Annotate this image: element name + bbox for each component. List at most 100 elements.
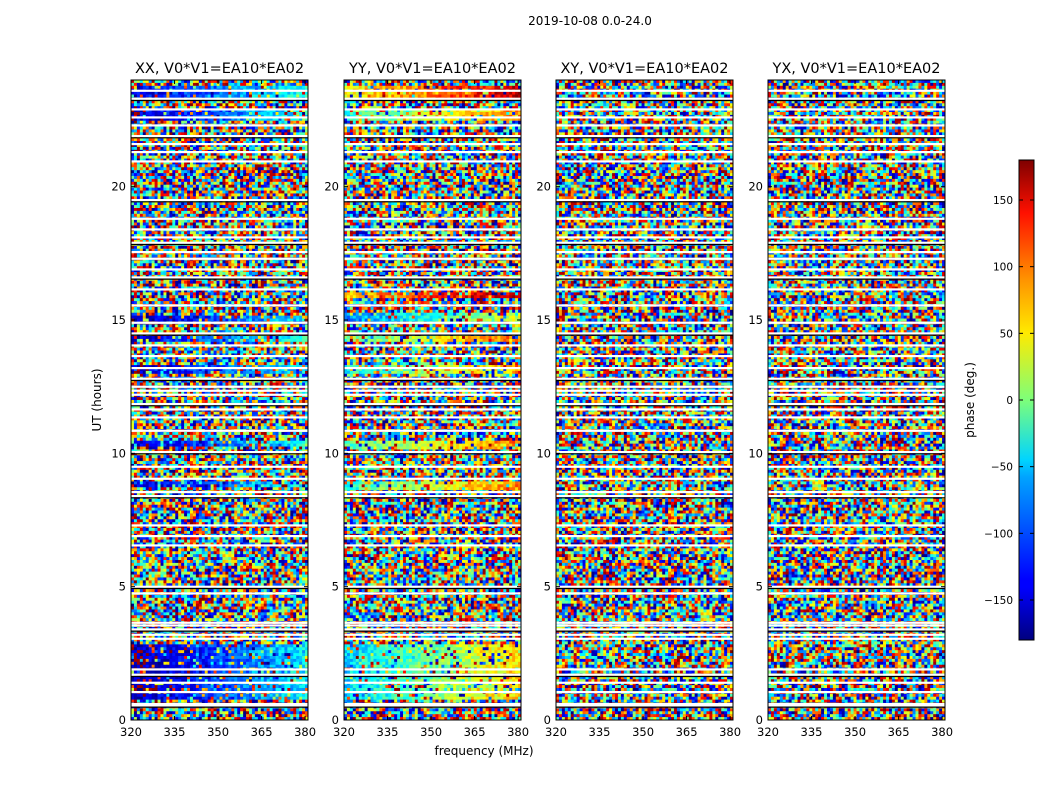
flagged-row xyxy=(556,344,733,346)
flagged-row xyxy=(768,355,945,357)
flagged-row xyxy=(768,430,945,432)
flagged-row xyxy=(344,491,521,493)
flagged-row xyxy=(131,276,308,278)
flagged-row xyxy=(131,403,308,405)
flagged-row xyxy=(768,624,945,626)
flagged-row xyxy=(344,124,521,126)
y-axis-label: UT (hours) xyxy=(90,368,104,431)
flagged-row xyxy=(131,355,308,357)
flagged-row xyxy=(131,143,308,145)
x-tick-label: 335 xyxy=(164,725,186,739)
flagged-row xyxy=(556,524,733,526)
flagged-row xyxy=(768,276,945,278)
flagged-row xyxy=(556,586,733,588)
flagged-row xyxy=(131,624,308,626)
flagged-row xyxy=(344,242,521,244)
flagged-row xyxy=(344,199,521,201)
flagged-row xyxy=(768,90,945,92)
y-tick-label: 20 xyxy=(111,180,126,194)
flagged-row xyxy=(131,332,308,334)
flagged-row xyxy=(131,416,308,418)
flagged-row xyxy=(768,416,945,418)
flagged-row xyxy=(556,535,733,537)
flagged-row xyxy=(344,682,521,684)
colorbar-tick-label: 100 xyxy=(993,262,1013,274)
flagged-row xyxy=(556,268,733,270)
flagged-row xyxy=(131,491,308,493)
flagged-row xyxy=(768,124,945,126)
panel-title: XY, V0*V1=EA10*EA02 xyxy=(560,61,728,77)
x-tick-label: 365 xyxy=(464,725,486,739)
flagged-row xyxy=(131,236,308,238)
flagged-row xyxy=(556,276,733,278)
flagged-row xyxy=(556,638,733,640)
x-tick-label: 380 xyxy=(931,725,953,739)
flagged-row xyxy=(131,242,308,244)
y-tick-label: 20 xyxy=(324,180,339,194)
x-tick-label: 320 xyxy=(120,725,142,739)
flagged-row xyxy=(556,108,733,110)
flagged-row xyxy=(131,258,308,260)
flagged-row xyxy=(131,478,308,480)
flagged-row xyxy=(131,378,308,380)
flagged-row xyxy=(131,251,308,253)
flagged-row xyxy=(131,592,308,594)
flagged-row xyxy=(768,668,945,670)
y-tick-label: 10 xyxy=(324,446,339,460)
colorbar-tick-label: −50 xyxy=(991,462,1013,474)
y-tick-label: 20 xyxy=(748,180,763,194)
flagged-row xyxy=(556,258,733,260)
y-tick-label: 10 xyxy=(536,446,551,460)
flagged-row xyxy=(131,544,308,546)
flagged-row xyxy=(556,451,733,453)
flagged-row xyxy=(344,592,521,594)
flagged-row xyxy=(131,367,308,369)
panels: XX, V0*V1=EA10*EA02 320 335 350 365 380 0 5 10 15… xyxy=(111,61,953,739)
flagged-row xyxy=(344,116,521,118)
flagged-row xyxy=(344,403,521,405)
x-axis-label: frequency (MHz) xyxy=(434,744,533,758)
flagged-row xyxy=(768,674,945,676)
panel-xy: XY, V0*V1=EA10*EA02320 335 350 365 380051015… xyxy=(536,61,741,739)
flagged-row xyxy=(131,228,308,230)
flagged-row xyxy=(768,108,945,110)
flagged-row xyxy=(556,491,733,493)
flagged-row xyxy=(768,628,945,630)
flagged-row xyxy=(556,495,733,497)
flagged-row xyxy=(131,199,308,201)
flagged-row xyxy=(344,288,521,290)
flagged-row xyxy=(768,242,945,244)
flagged-row xyxy=(556,124,733,126)
flagged-row xyxy=(344,276,521,278)
y-tick-label: 20 xyxy=(536,180,551,194)
flagged-row xyxy=(131,394,308,396)
panel-title: YX, V0*V1=EA10*EA02 xyxy=(771,61,940,77)
flagged-row xyxy=(131,124,308,126)
flagged-row xyxy=(344,135,521,137)
flagged-row xyxy=(344,524,521,526)
y-tick-label: 5 xyxy=(119,580,126,594)
flagged-row xyxy=(131,682,308,684)
x-tick-label: 320 xyxy=(545,725,567,739)
flagged-row xyxy=(556,218,733,220)
x-tick-label: 350 xyxy=(632,725,654,739)
flagged-row xyxy=(556,367,733,369)
figure-canvas: XX, V0*V1=EA10*EA02320 335 350 365 380051015… xyxy=(0,0,1050,800)
flagged-row xyxy=(556,416,733,418)
panel-xx: XX, V0*V1=EA10*EA02320 335 350 365 380051015… xyxy=(111,61,316,739)
flagged-row xyxy=(556,592,733,594)
colorbar-tick-label: 0 xyxy=(1006,395,1013,407)
panel-title: YY, V0*V1=EA10*EA02 xyxy=(348,61,516,77)
y-tick-label: 0 xyxy=(332,713,339,727)
flagged-row xyxy=(556,242,733,244)
flagged-row xyxy=(556,228,733,230)
flagged-row xyxy=(344,304,521,306)
colorbar-tick-label: 50 xyxy=(1000,328,1013,340)
colorbar: −150−100−50050100150 phase (deg.) xyxy=(963,160,1034,640)
flagged-row xyxy=(768,466,945,468)
x-tick-label: 365 xyxy=(888,725,910,739)
flagged-row xyxy=(556,390,733,392)
flagged-row xyxy=(556,628,733,630)
flagged-row xyxy=(768,258,945,260)
flagged-row xyxy=(768,403,945,405)
